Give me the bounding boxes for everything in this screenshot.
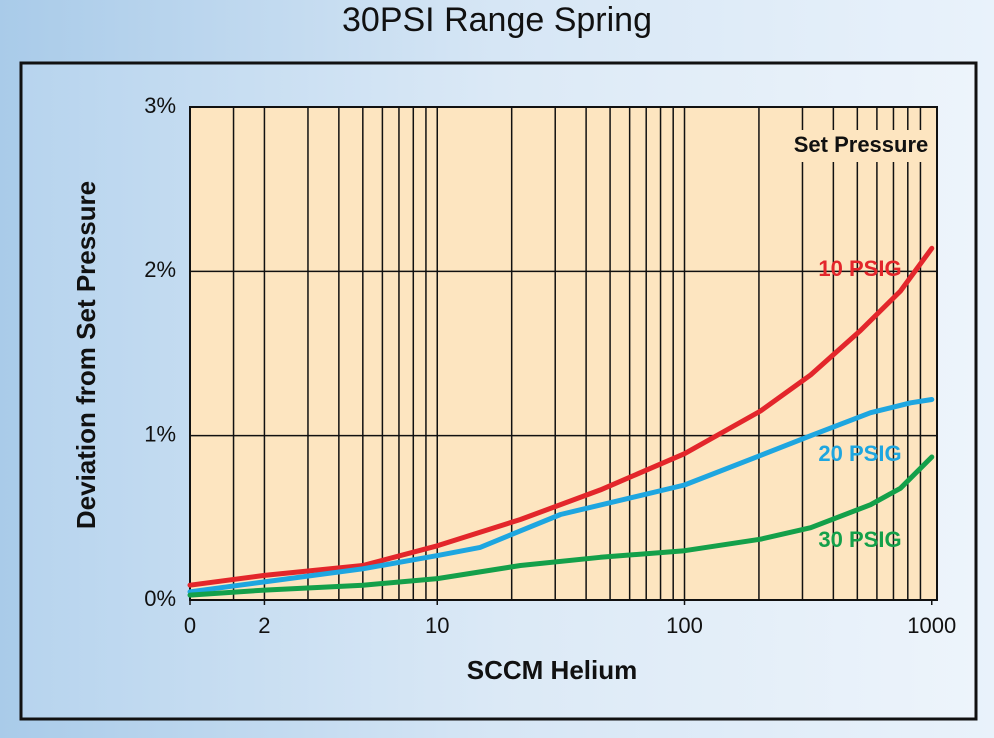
legend-label: 10 PSIG (818, 256, 901, 281)
y-tick-label: 2% (144, 257, 176, 282)
plot-area (190, 107, 937, 600)
series-line (187, 245, 935, 588)
legend-label: 30 PSIG (818, 527, 901, 552)
x-axis-label: SCCM Helium (467, 655, 637, 685)
legend-title: Set Pressure (794, 132, 929, 157)
x-tick-label: 1000 (907, 613, 956, 638)
plot-frame (189, 106, 938, 601)
series-line (187, 397, 935, 595)
x-tick-label: 10 (425, 613, 449, 638)
y-tick-label: 0% (144, 586, 176, 611)
y-axis-label: Deviation from Set Pressure (71, 181, 101, 529)
chart-title: 30PSI Range Spring (342, 1, 652, 39)
legend-title-bg (787, 130, 933, 162)
legend-label: 20 PSIG (818, 441, 901, 466)
x-tick-label: 0 (184, 613, 196, 638)
y-tick-label: 1% (144, 421, 176, 446)
x-tick-label: 100 (666, 613, 703, 638)
x-tick-label: 2 (258, 613, 270, 638)
series-line (187, 454, 935, 598)
y-tick-label: 3% (144, 93, 176, 118)
